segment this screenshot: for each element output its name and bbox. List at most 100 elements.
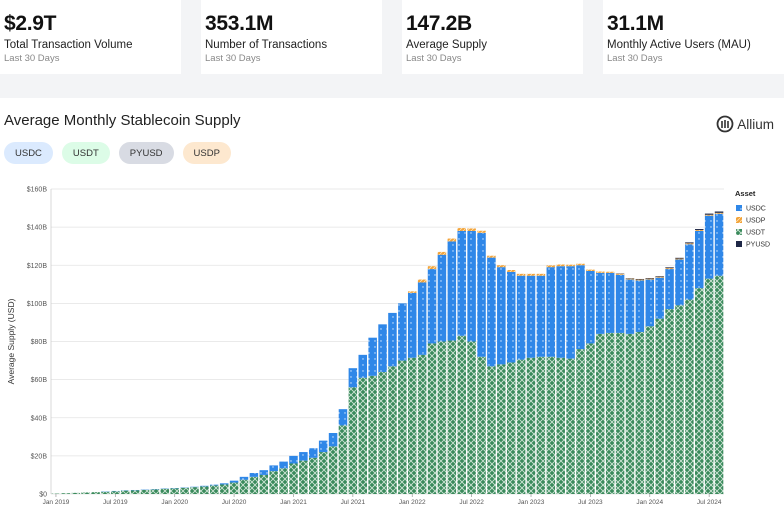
legend-swatch-usdt[interactable] (736, 229, 742, 235)
bar-usdc[interactable] (289, 455, 298, 464)
bar-usdp[interactable] (605, 271, 615, 273)
bar-usdt[interactable] (675, 305, 684, 494)
bar-usdp[interactable] (467, 228, 476, 231)
bar-pyusd[interactable] (665, 267, 674, 269)
bar-usdt[interactable] (259, 474, 269, 494)
bar-usdc[interactable] (566, 266, 575, 359)
bar-usdc[interactable] (536, 275, 546, 357)
bar-usdt[interactable] (645, 326, 655, 494)
bar-usdt[interactable] (239, 479, 249, 494)
bar-usdc[interactable] (210, 484, 219, 486)
bar-usdc[interactable] (596, 272, 605, 334)
bar-usdc[interactable] (685, 244, 694, 300)
bar-usdp[interactable] (417, 279, 427, 283)
bar-usdc[interactable] (200, 485, 209, 487)
bar-usdt[interactable] (506, 362, 516, 494)
bar-usdt[interactable] (516, 359, 526, 494)
legend-label-usdp[interactable]: USDP (746, 218, 766, 225)
bar-usdt[interactable] (229, 482, 239, 494)
bar-usdc[interactable] (358, 354, 368, 378)
bar-usdt[interactable] (695, 288, 704, 494)
bar-usdt[interactable] (279, 468, 288, 494)
bar-usdt[interactable] (417, 354, 427, 494)
bar-usdt[interactable] (536, 356, 546, 494)
chip-usdc[interactable]: USDC (4, 142, 53, 164)
bar-pyusd[interactable] (675, 257, 684, 259)
bar-usdt[interactable] (150, 489, 160, 494)
bar-usdp[interactable] (645, 278, 655, 280)
bar-usdc[interactable] (516, 275, 526, 360)
bar-usdc[interactable] (487, 257, 496, 367)
bar-usdt[interactable] (190, 487, 199, 494)
bar-usdc[interactable] (398, 303, 407, 361)
bar-usdt[interactable] (81, 492, 90, 494)
bar-usdc[interactable] (665, 269, 674, 310)
bar-usdt[interactable] (91, 492, 100, 494)
bar-usdp[interactable] (536, 273, 546, 276)
bar-usdc[interactable] (249, 473, 259, 477)
bar-usdt[interactable] (130, 490, 140, 494)
bar-usdp[interactable] (625, 278, 635, 280)
bar-usdp[interactable] (655, 276, 664, 278)
bar-usdc[interactable] (427, 269, 437, 344)
legend-swatch-pyusd[interactable] (736, 241, 742, 247)
bar-usdt[interactable] (605, 332, 615, 494)
bar-usdp[interactable] (447, 238, 457, 242)
bar-usdc[interactable] (506, 271, 516, 363)
bar-usdp[interactable] (704, 214, 714, 216)
bar-usdp[interactable] (506, 270, 516, 272)
bar-usdp[interactable] (576, 263, 585, 266)
bar-usdt[interactable] (348, 387, 358, 494)
bar-usdt[interactable] (101, 491, 110, 494)
bar-usdt[interactable] (457, 335, 466, 494)
bar-usdc[interactable] (635, 280, 645, 332)
bar-usdt[interactable] (566, 358, 575, 494)
bar-pyusd[interactable] (685, 242, 694, 244)
bar-pyusd[interactable] (655, 276, 664, 277)
bar-usdc[interactable] (576, 265, 585, 350)
bar-usdp[interactable] (546, 265, 556, 268)
bar-usdt[interactable] (407, 357, 417, 494)
bar-usdc[interactable] (695, 230, 704, 289)
bar-usdp[interactable] (407, 291, 417, 293)
bar-usdp[interactable] (526, 273, 536, 276)
bar-usdp[interactable] (487, 255, 496, 258)
bar-usdt[interactable] (61, 493, 71, 494)
bar-usdp[interactable] (586, 269, 595, 271)
bar-usdp[interactable] (556, 264, 565, 267)
bar-usdc[interactable] (437, 254, 447, 342)
bar-usdp[interactable] (477, 230, 486, 233)
bar-usdt[interactable] (269, 471, 278, 494)
bar-usdc[interactable] (407, 292, 417, 358)
bar-usdt[interactable] (556, 357, 565, 494)
bar-usdc[interactable] (556, 266, 565, 358)
bar-pyusd[interactable] (695, 229, 704, 230)
bar-usdc[interactable] (368, 337, 377, 376)
bar-usdt[interactable] (111, 491, 120, 494)
bar-usdc[interactable] (457, 230, 466, 336)
bar-usdp[interactable] (427, 266, 437, 270)
bar-usdc[interactable] (526, 275, 536, 358)
bar-usdt[interactable] (289, 463, 298, 495)
legend-label-usdc[interactable]: USDC (746, 206, 766, 213)
bar-usdp[interactable] (615, 273, 625, 275)
bar-usdt[interactable] (249, 476, 259, 494)
chip-usdp[interactable]: USDP (182, 142, 231, 164)
bar-usdt[interactable] (309, 457, 318, 494)
bar-usdp[interactable] (596, 271, 605, 273)
bar-usdt[interactable] (427, 343, 437, 494)
bar-usdt[interactable] (635, 331, 645, 494)
bar-pyusd[interactable] (635, 278, 645, 280)
bar-usdc[interactable] (704, 215, 714, 279)
bar-usdt[interactable] (704, 278, 714, 494)
chip-usdt[interactable]: USDT (61, 142, 110, 164)
bar-pyusd[interactable] (645, 278, 655, 279)
bar-usdc[interactable] (497, 267, 506, 365)
legend-swatch-usdp[interactable] (736, 217, 742, 223)
bar-usdt[interactable] (358, 377, 368, 494)
bar-usdp[interactable] (437, 251, 447, 255)
bar-usdc[interactable] (655, 277, 664, 319)
bar-usdc[interactable] (714, 213, 724, 276)
bar-usdp[interactable] (665, 268, 674, 270)
bar-usdt[interactable] (665, 309, 674, 494)
